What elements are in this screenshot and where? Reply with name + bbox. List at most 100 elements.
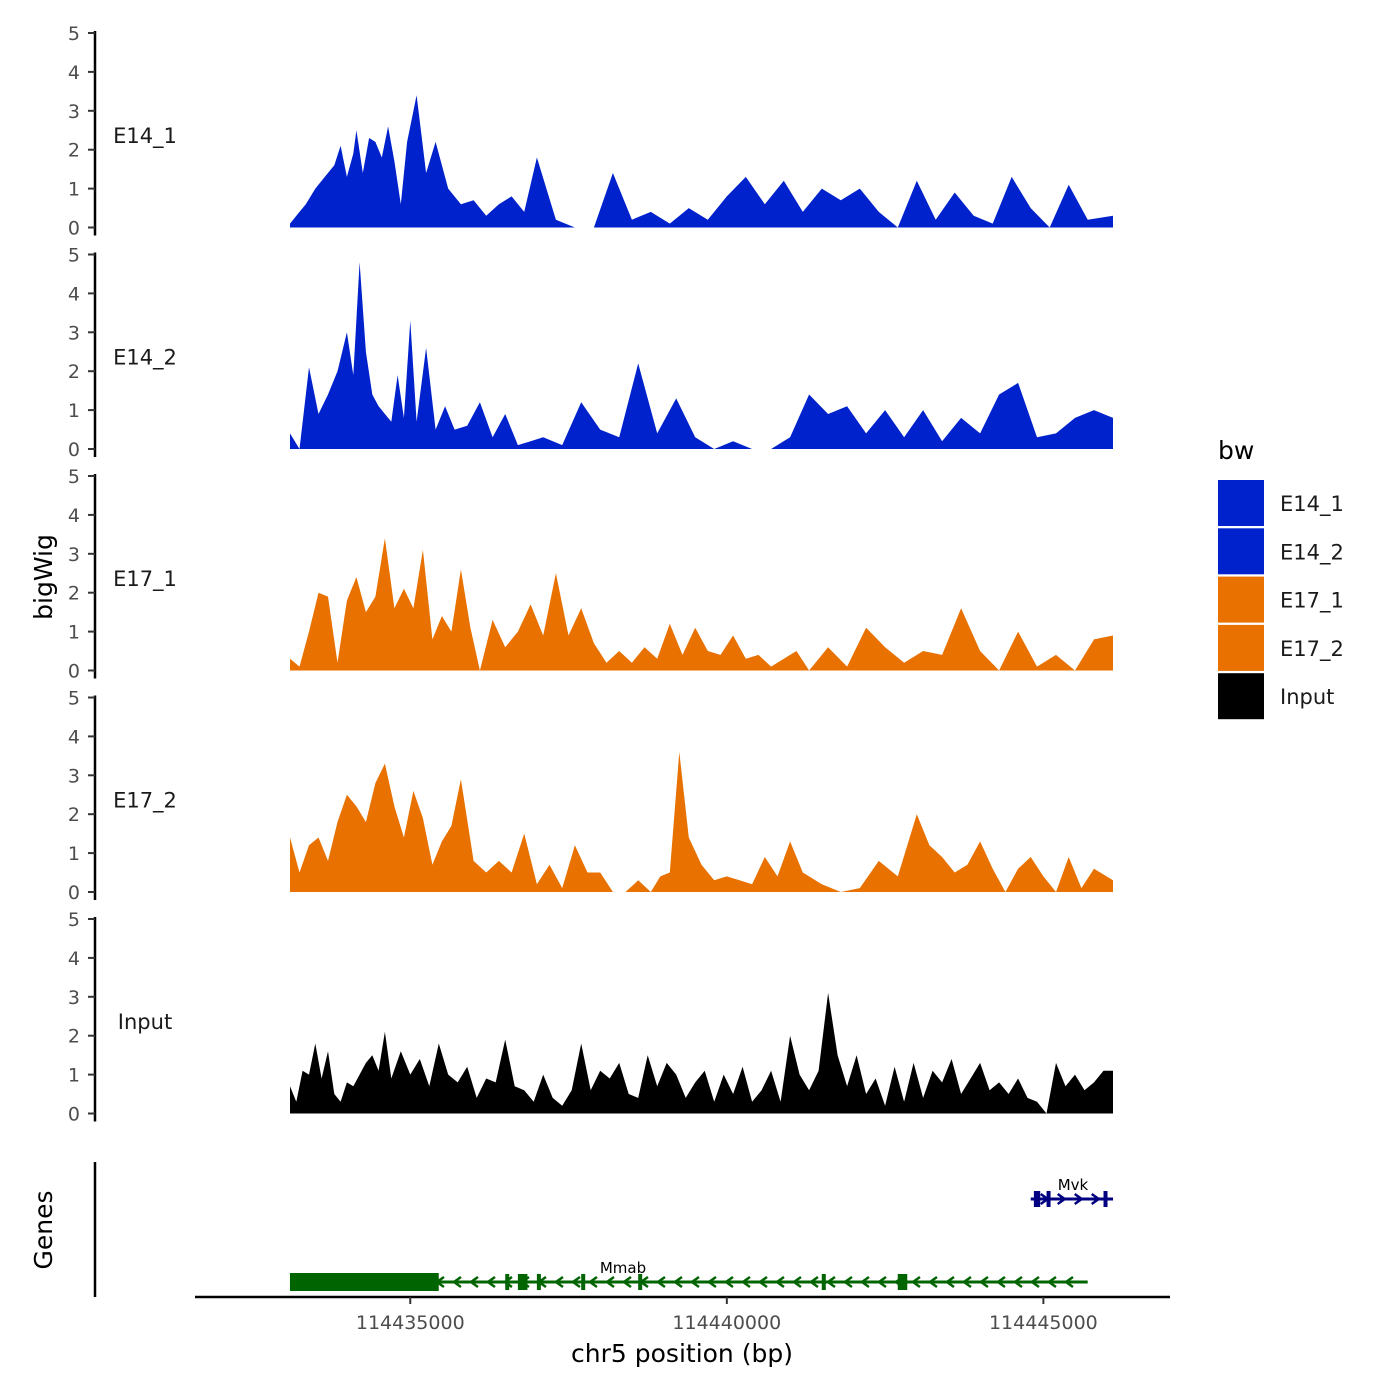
y-tick-label: 2 (68, 1026, 80, 1048)
legend-label: E14_1 (1280, 492, 1344, 517)
legend-swatch (1218, 576, 1264, 623)
strand-arrow (961, 1275, 972, 1289)
y-tick-label: 1 (68, 179, 80, 201)
legend-swatch (1218, 480, 1264, 526)
x-axis-title: chr5 position (bp) (571, 1339, 793, 1368)
strand-arrow (859, 1275, 870, 1289)
gene-exon (581, 1274, 586, 1290)
strand-arrow (604, 1275, 615, 1289)
gene-exon (638, 1274, 643, 1290)
y-tick-label: 0 (68, 661, 80, 683)
strand-arrow (995, 1275, 1006, 1289)
gene-track-title: Genes (29, 1190, 58, 1269)
legend-label: E17_2 (1280, 637, 1344, 662)
coverage-area-E17_1 (290, 538, 1113, 671)
legend-label: Input (1280, 685, 1334, 709)
coverage-tracks: 0 1 2 3 4 5 E14_1 0 1 2 3 4 5 E14_2 0 1 2 3 4 5 E17_1 0 1 2 3 4 5 E… (68, 23, 1113, 1126)
strand-arrow (910, 1275, 921, 1289)
y-tick-label: 5 (68, 245, 80, 267)
legend-swatch (1218, 673, 1264, 720)
y-tick-label: 5 (68, 909, 80, 931)
strand-arrow (927, 1275, 938, 1289)
strand-arrow (808, 1275, 819, 1289)
strand-arrow (1029, 1275, 1040, 1289)
y-tick-label: 4 (68, 505, 80, 527)
y-tick-label: 4 (68, 948, 80, 970)
y-tick-label: 4 (68, 726, 80, 748)
gene-exon (1103, 1191, 1108, 1207)
track-label: E14_2 (113, 346, 177, 371)
coverage-area-Input (290, 992, 1113, 1114)
strand-arrow (587, 1275, 598, 1289)
gene-exon (821, 1274, 826, 1290)
gene-exon (897, 1274, 908, 1290)
track-label: E17_1 (113, 567, 177, 592)
coverage-area-E14_1 (290, 95, 1113, 228)
legend-label: E17_1 (1280, 589, 1344, 614)
strand-arrow (655, 1275, 666, 1289)
strand-arrow (672, 1275, 683, 1289)
gene-exon (1033, 1191, 1041, 1207)
track-label: E14_1 (113, 124, 177, 149)
y-tick-label: 1 (68, 400, 80, 422)
y-tick-label: 1 (68, 843, 80, 865)
y-tick-label: 3 (68, 322, 80, 344)
coverage-area-E14_2 (290, 262, 1113, 449)
track-E14_2: 0 1 2 3 4 5 E14_2 (68, 245, 1113, 461)
strand-arrow (485, 1275, 496, 1289)
y-tick-label: 4 (68, 62, 80, 84)
gene-exon (1046, 1191, 1051, 1207)
x-tick-label: 114445000 (989, 1312, 1098, 1334)
strand-arrow (1090, 1192, 1101, 1206)
y-tick-label: 2 (68, 804, 80, 826)
strand-arrow (451, 1275, 462, 1289)
x-tick-label: 114435000 (356, 1312, 465, 1334)
strand-arrow (1046, 1275, 1057, 1289)
strand-arrow (876, 1275, 887, 1289)
coverage-area-E17_2 (290, 752, 1113, 892)
strand-arrow (842, 1275, 853, 1289)
track-label: E17_2 (113, 789, 177, 814)
strand-arrow (553, 1275, 564, 1289)
x-tick-label: 114440000 (672, 1312, 781, 1334)
strand-arrow (1073, 1192, 1084, 1206)
legend-swatch (1218, 528, 1264, 575)
gene-exon (536, 1274, 541, 1290)
y-tick-label: 4 (68, 283, 80, 305)
track-E14_1: 0 1 2 3 4 5 E14_1 (68, 23, 1113, 240)
strand-arrow (689, 1275, 700, 1289)
gene-Mmab: Mmab (289, 1259, 1088, 1291)
y-tick-label: 5 (68, 466, 80, 488)
y-tick-label: 0 (68, 882, 80, 904)
track-label: Input (118, 1010, 172, 1034)
strand-arrow (978, 1275, 989, 1289)
y-tick-label: 3 (68, 987, 80, 1009)
strand-arrow (502, 1275, 513, 1289)
strand-arrow (825, 1275, 836, 1289)
strand-arrow (774, 1275, 785, 1289)
y-tick-label: 2 (68, 140, 80, 162)
gene-label: Mmab (600, 1259, 646, 1277)
strand-arrow (1056, 1192, 1067, 1206)
gene-label: Mvk (1058, 1176, 1089, 1194)
gene-track: Mmab Mvk (93, 1162, 1114, 1297)
y-tick-label: 0 (68, 1104, 80, 1126)
y-tick-label: 3 (68, 765, 80, 787)
y-tick-label: 0 (68, 439, 80, 461)
y-axis-title: bigWig (29, 534, 58, 620)
y-tick-label: 0 (68, 218, 80, 240)
strand-arrow (740, 1275, 751, 1289)
strand-arrow (791, 1275, 802, 1289)
y-tick-label: 2 (68, 583, 80, 605)
strand-arrow (468, 1275, 479, 1289)
track-E17_2: 0 1 2 3 4 5 E17_2 (68, 688, 1113, 904)
strand-arrow (706, 1275, 717, 1289)
strand-arrow (944, 1275, 955, 1289)
y-tick-label: 5 (68, 23, 80, 45)
y-tick-label: 1 (68, 1065, 80, 1087)
track-Input: 0 1 2 3 4 5 Input (68, 909, 1113, 1126)
gene-exon (505, 1274, 510, 1290)
y-tick-label: 3 (68, 544, 80, 566)
strand-arrow (570, 1275, 581, 1289)
